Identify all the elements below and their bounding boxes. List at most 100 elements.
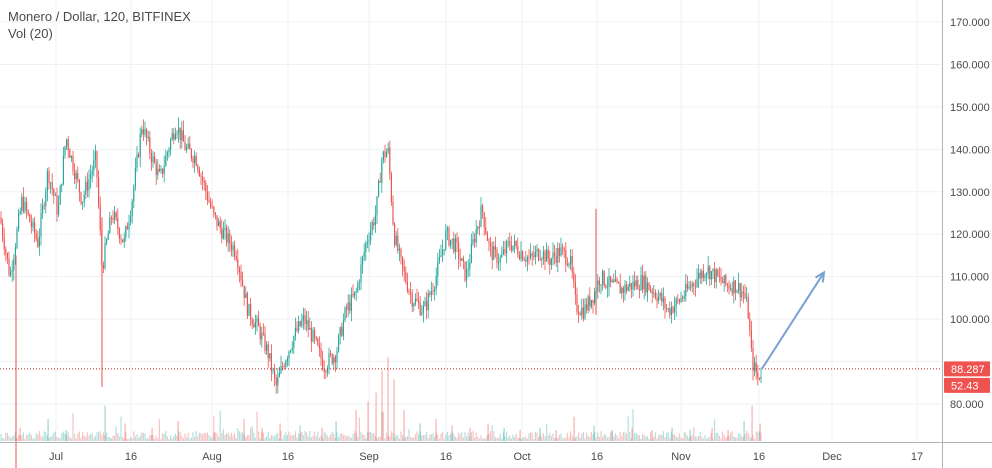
candle-body — [381, 160, 383, 183]
candle-body — [432, 290, 434, 292]
volume-bar — [320, 435, 322, 441]
symbol-title[interactable]: Monero / Dollar, 120, BITFINEX — [8, 9, 191, 24]
candle-body — [654, 292, 656, 298]
volume-bar — [69, 436, 71, 441]
volume-bar — [210, 437, 212, 441]
candle-body — [301, 320, 303, 326]
volume-bar — [694, 436, 696, 441]
candle-body — [165, 155, 167, 167]
candle-body — [358, 282, 360, 284]
candle-body — [32, 221, 34, 227]
candle-body — [318, 344, 320, 349]
volume-bar — [570, 431, 572, 441]
candle-body — [163, 166, 165, 174]
volume-bar — [504, 436, 506, 441]
candle-body — [54, 195, 56, 197]
current-volume-badge: 52.43 — [944, 377, 990, 393]
volume-bar — [429, 434, 431, 441]
candle-body — [298, 321, 300, 331]
candle-body — [478, 226, 480, 228]
volume-bar — [523, 437, 525, 441]
candle-body — [211, 206, 213, 208]
volume-bar — [379, 436, 381, 441]
candle-body — [154, 156, 156, 163]
volume-bar — [611, 432, 613, 441]
candle-body — [107, 233, 109, 240]
candle-body — [475, 229, 477, 243]
volume-bar — [302, 435, 304, 441]
y-tick-label: 120.000 — [950, 229, 990, 241]
candle-body — [246, 293, 248, 316]
volume-bar — [213, 415, 215, 441]
volume-bar — [270, 434, 272, 441]
candle-body — [427, 293, 429, 311]
candle-body — [712, 268, 714, 272]
projection-arrow-head[interactable] — [814, 270, 826, 283]
candle-body — [125, 226, 127, 238]
candle-body — [757, 372, 759, 378]
volume-bar — [642, 434, 644, 441]
candle-body — [622, 287, 624, 293]
volume-bar — [531, 432, 533, 441]
volume-bar — [651, 430, 653, 441]
candle-body — [232, 245, 234, 251]
candle-body — [346, 307, 348, 310]
volume-bar — [179, 432, 181, 441]
volume-bar — [38, 431, 40, 441]
volume-bar — [720, 438, 722, 441]
volume-bar — [503, 427, 505, 441]
candle-body — [434, 288, 436, 292]
volume-bar — [576, 436, 578, 441]
volume-bar — [154, 438, 156, 441]
price-axis[interactable]: 80.000 100.000 110.000 120.000 130.000 140.00… — [942, 0, 991, 468]
candle-body — [147, 137, 149, 139]
volume-bar — [61, 433, 63, 441]
candle-body — [243, 285, 245, 299]
volume-bar — [309, 431, 311, 441]
volume-bar — [672, 434, 674, 441]
volume-bar — [395, 434, 397, 441]
candle-body — [98, 177, 100, 205]
volume-bar — [253, 432, 255, 441]
candle-body — [760, 376, 762, 380]
volume-bar — [203, 432, 205, 441]
candle-body — [182, 130, 184, 142]
candle-body — [2, 223, 4, 238]
y-tick-label: 170.000 — [950, 17, 990, 29]
volume-bar — [589, 436, 591, 441]
volume-bar — [219, 410, 221, 441]
volume-indicator-label[interactable]: Vol (20) — [8, 26, 53, 41]
candle-body — [155, 162, 157, 176]
projection-arrow-line[interactable] — [761, 271, 825, 370]
volume-bar — [691, 434, 693, 441]
volume-bar — [760, 432, 762, 441]
candle-body — [235, 256, 237, 260]
volume-bar — [603, 433, 605, 441]
candle-body — [589, 296, 591, 307]
x-tick-label: Aug — [202, 451, 222, 463]
volume-bar — [659, 434, 661, 441]
candle-body — [64, 146, 66, 156]
candle-body — [142, 129, 144, 135]
volume-bar — [18, 434, 20, 441]
candle-body — [494, 246, 496, 250]
volume-bar — [563, 438, 565, 441]
volume-bar — [482, 438, 484, 441]
volume-bar — [725, 437, 727, 441]
volume-bar — [419, 423, 421, 441]
volume-bar — [181, 435, 183, 441]
volume-bar — [389, 436, 391, 441]
candle-body — [238, 268, 240, 273]
candle-body — [250, 303, 252, 320]
candle-body — [3, 237, 5, 250]
volume-bar — [656, 438, 658, 441]
candle-body — [590, 299, 592, 307]
candle-body — [563, 248, 565, 251]
volume-bar — [147, 437, 149, 441]
x-tick-label: Jul — [49, 451, 63, 463]
volume-bar — [750, 438, 752, 441]
volume-bar — [646, 436, 648, 441]
candle-body — [442, 249, 444, 256]
time-axis[interactable]: Jul 16 Aug 16 Sep 16 Oct 16 Nov 16 Dec 17 — [0, 442, 992, 464]
